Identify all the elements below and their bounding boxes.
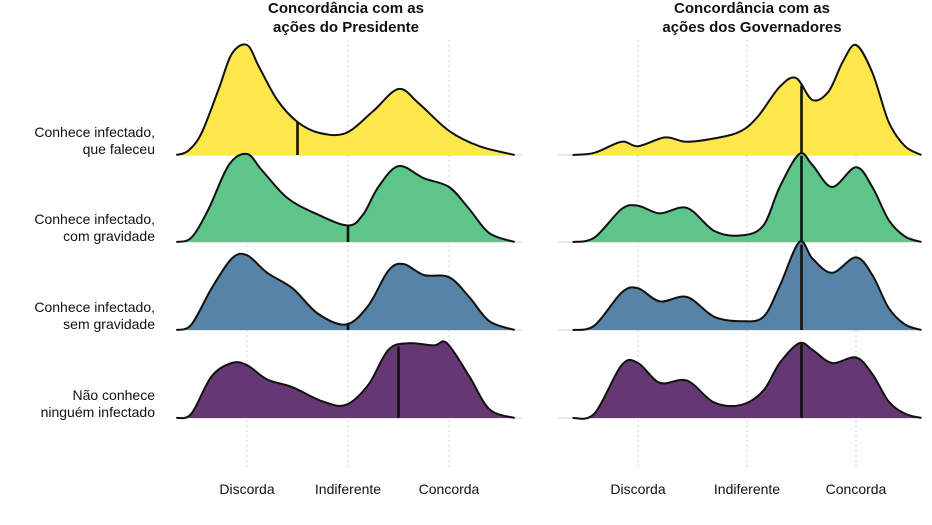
ridge-outline-p2-r3 [572, 240, 922, 331]
row-label-r3-line2: sem gravidade [63, 316, 155, 332]
row-label-r2-line1: Conhece infectado, [34, 211, 155, 227]
panel-title-line2-p1: ações do Presidente [273, 19, 419, 36]
ridge-fill-p2-r2 [572, 153, 922, 242]
ridge-fill-p1-r3 [176, 253, 515, 330]
row-label-r1-line2: que faleceu [83, 141, 155, 157]
row-label-r2-line2: com gravidade [63, 228, 155, 244]
ridge-outline-p2-r4 [572, 341, 922, 420]
panel-title-line2-p2: ações dos Governadores [662, 19, 841, 36]
ridge-fill-p2-r3 [572, 241, 922, 330]
ridge-fill-p1-r1 [176, 44, 515, 155]
row-label-r4-line2: ninguém infectado [41, 404, 156, 420]
x-tick-label-p2-3: Concorda [826, 481, 887, 497]
ridge-outline-p1-r3 [175, 252, 515, 331]
ridge-outline-p2-r2 [572, 152, 922, 243]
row-label-r4-line1: Não conhece [72, 387, 155, 403]
x-tick-label-p1-2: Indiferente [315, 481, 381, 497]
x-tick-label-p2-2: Indiferente [714, 481, 780, 497]
ridge-fill-p1-r2 [176, 153, 515, 242]
x-tick-label-p2-1: Discorda [610, 481, 665, 497]
ridge-outline-p2-r1 [572, 43, 922, 156]
ridge-outline-p1-r4 [176, 340, 515, 420]
ridge-fill-p2-r1 [572, 44, 922, 155]
panel-title-line1-p1: Concordância com as [268, 0, 424, 17]
x-tick-label-p1-1: Discorda [219, 481, 274, 497]
ridge-fill-p1-r4 [176, 341, 515, 419]
panel-title-line1-p2: Concordância com as [674, 0, 830, 17]
row-label-r1-line1: Conhece infectado, [34, 124, 155, 140]
ridge-fill-p2-r4 [572, 342, 922, 419]
row-label-r3-line1: Conhece infectado, [34, 299, 155, 315]
x-tick-label-p1-3: Concorda [419, 481, 480, 497]
